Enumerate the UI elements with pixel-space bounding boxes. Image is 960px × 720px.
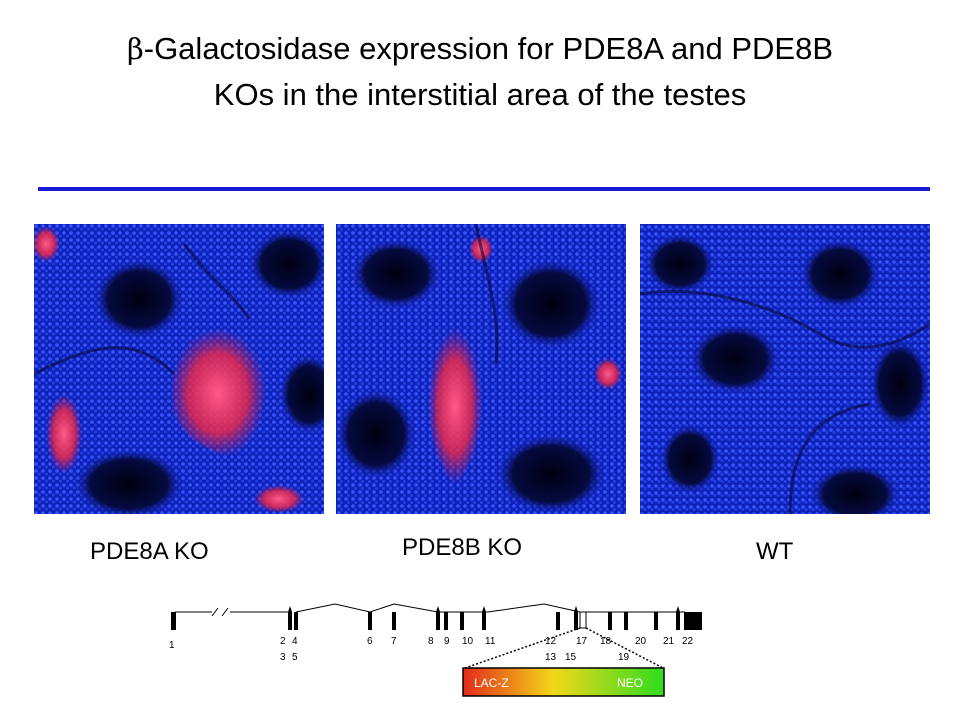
title-line-1: β-Galactosidase expression for PDE8A and… [40, 26, 920, 72]
exon-label-6: 6 [367, 636, 373, 647]
exon-label-1: 1 [169, 640, 175, 651]
exon-label-4: 4 [292, 636, 298, 647]
exon-label-5: 5 [292, 652, 298, 663]
exon-label-9: 9 [444, 636, 450, 647]
title-text-1: -Galactosidase expression for PDE8A and … [143, 31, 834, 66]
exon-label-11: 11 [485, 636, 496, 647]
exon-label-19: 19 [618, 652, 630, 663]
micrograph-wt [640, 224, 930, 514]
exon-label-13: 13 [545, 652, 557, 663]
slide-title: β-Galactosidase expression for PDE8A and… [40, 26, 920, 118]
exon-label-20: 20 [635, 636, 647, 647]
gene-structure-diagram: 1 2 3 4 5 6 7 8 9 10 11 12 13 15 17 18 1… [169, 603, 702, 697]
title-divider [38, 187, 930, 191]
exon-label-17: 17 [576, 636, 588, 647]
exon-label-10: 10 [462, 636, 474, 647]
neo-label: NEO [617, 676, 643, 690]
exon-boxes [171, 612, 702, 630]
cassette-callout-lines [464, 627, 664, 669]
micrograph-pde8b-ko [336, 224, 626, 514]
insertion-site [579, 611, 587, 629]
exon-label-15: 15 [565, 652, 577, 663]
exon-label-22: 22 [682, 636, 694, 647]
gap-break-icon [211, 607, 229, 617]
title-line-2: KOs in the interstitial area of the test… [213, 77, 747, 112]
exon-label-12: 12 [545, 636, 557, 647]
intron-line [175, 603, 685, 613]
exon-label-3: 3 [280, 652, 286, 663]
exon-label-2: 2 [280, 636, 286, 647]
exon-label-18: 18 [600, 636, 612, 647]
micrograph-pde8a-ko [34, 224, 324, 514]
exon-label-7: 7 [391, 636, 397, 647]
label-pde8b-ko: PDE8B KO [402, 534, 523, 561]
beta-symbol: β [126, 32, 144, 66]
insertion-arrows [288, 606, 680, 612]
lacz-label: LAC-Z [474, 676, 509, 690]
exon-label-8: 8 [428, 636, 434, 647]
label-pde8a-ko: PDE8A KO [90, 538, 209, 565]
label-wt: WT [756, 538, 794, 565]
exon-label-21: 21 [663, 636, 675, 647]
lacz-neo-cassette [462, 667, 665, 697]
